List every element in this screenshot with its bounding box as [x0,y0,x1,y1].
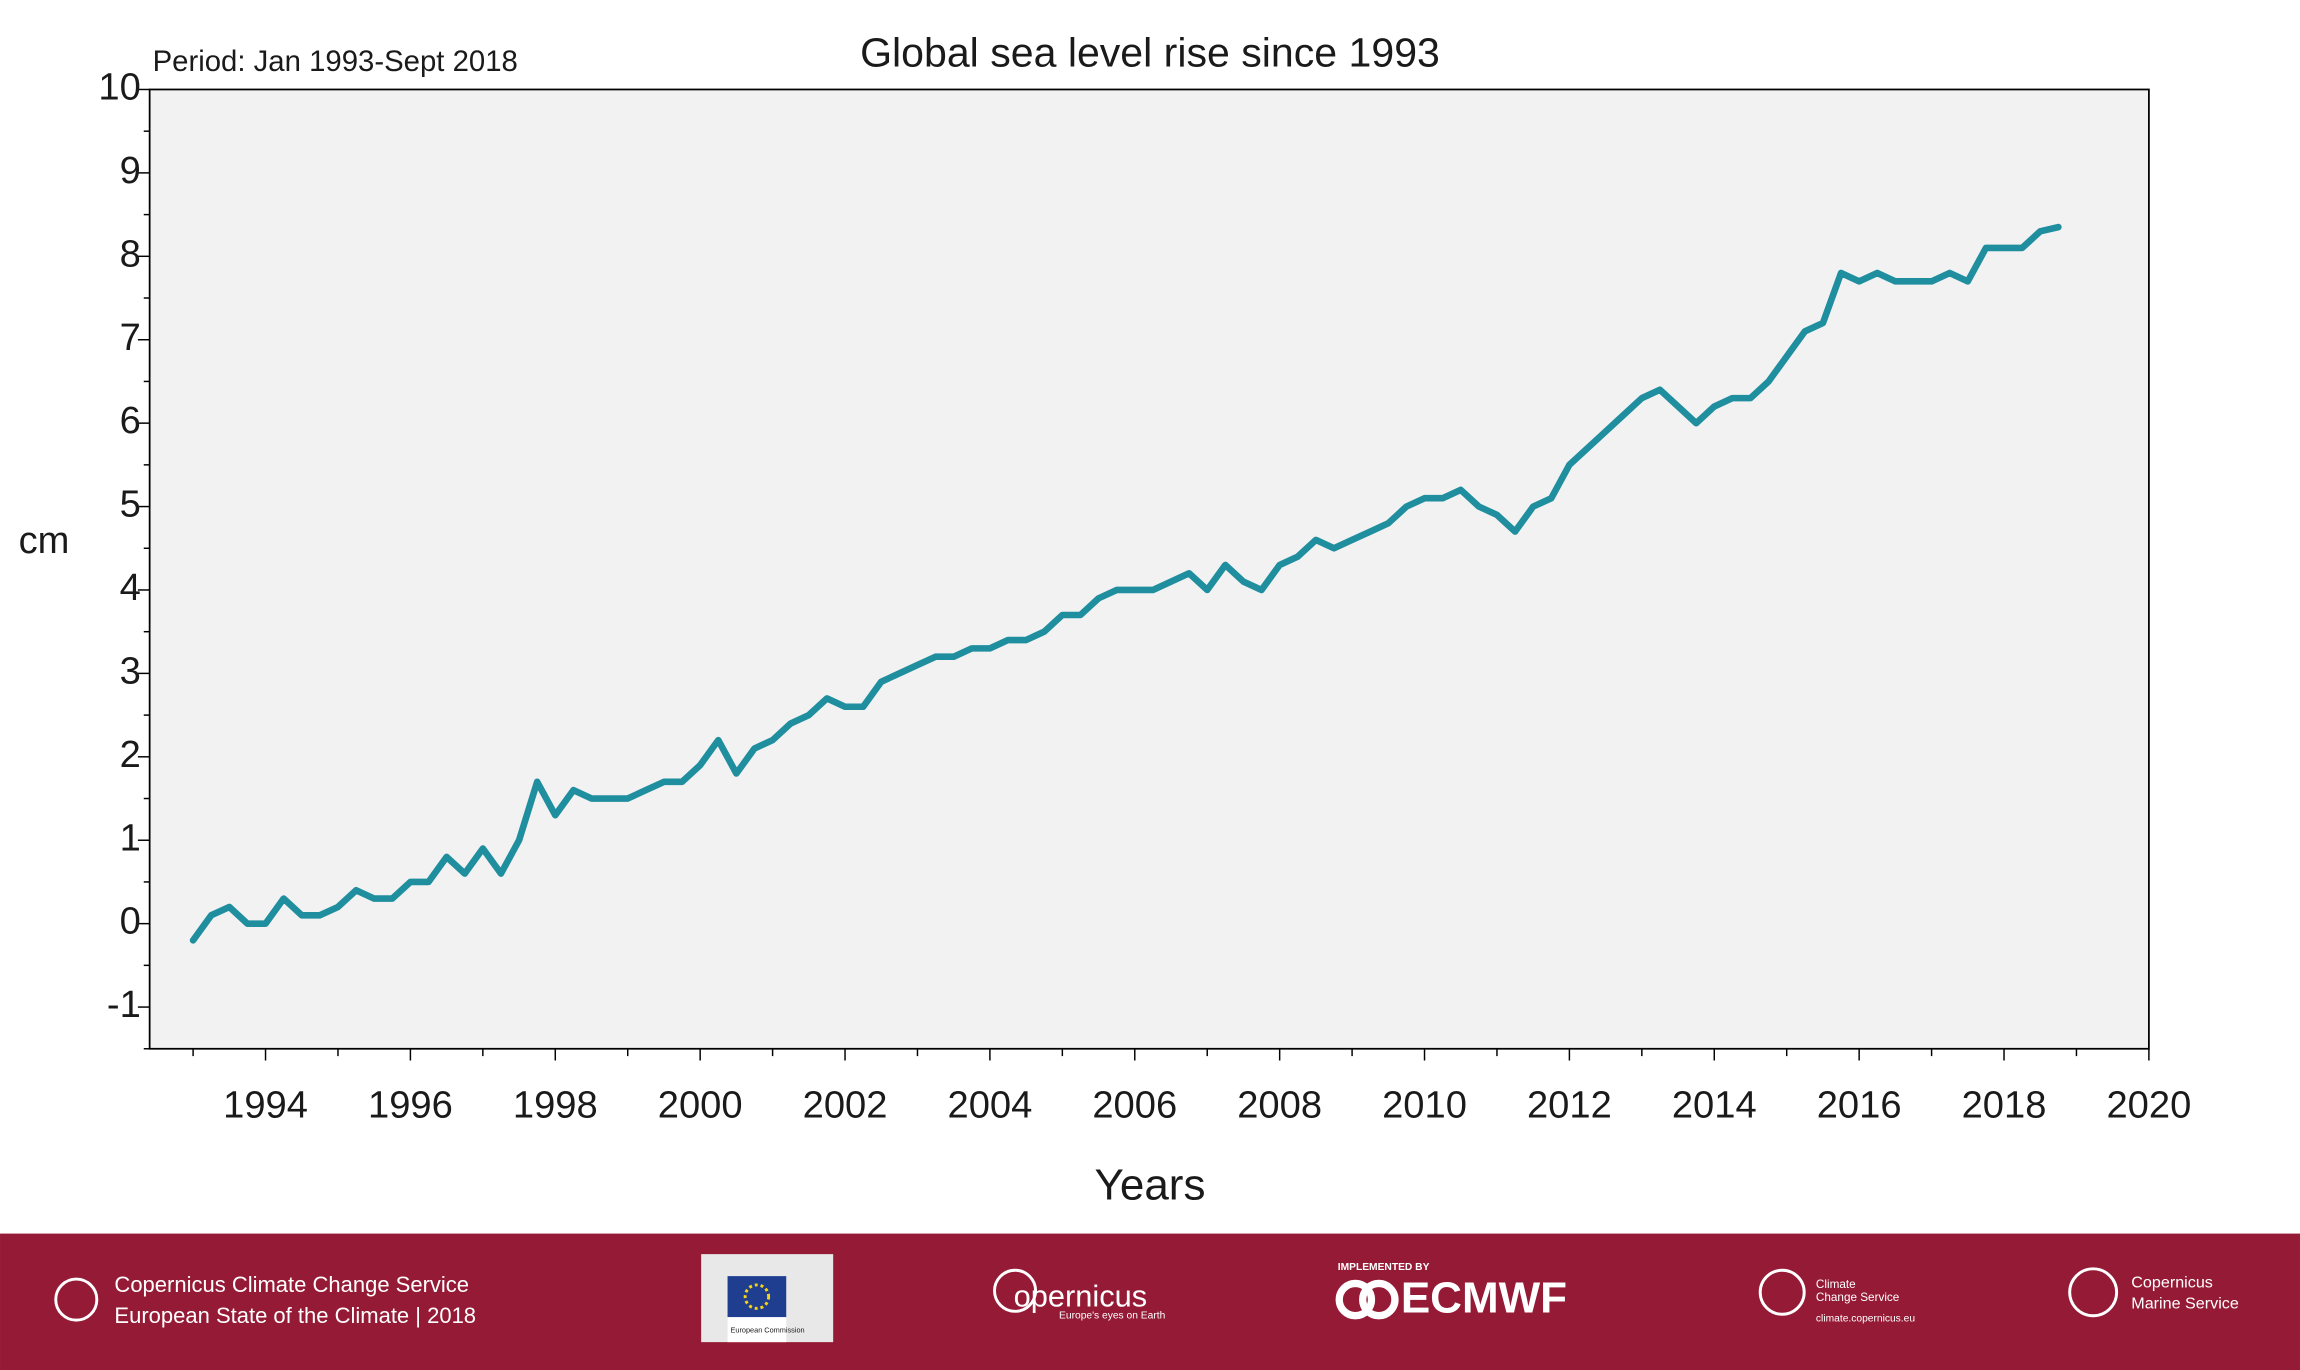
marine-name: Marine Service [2131,1294,2239,1312]
marine-icon [2068,1267,2119,1318]
footer-band [0,1233,2300,1370]
x-tick-label: 2014 [1672,1084,1757,1127]
x-tick-label: 1998 [513,1084,598,1127]
c3s-icon [54,1277,99,1322]
marine-name: Copernicus [2131,1274,2213,1292]
x-tick-label: 2002 [803,1084,888,1127]
x-tick-label: 2006 [1092,1084,1177,1127]
y-tick-label: 5 [120,483,141,526]
plot-background [148,88,2150,1050]
c3s-small-icon [1758,1268,1806,1316]
copernicus-ring [993,1268,1038,1313]
implemented-by: IMPLEMENTED BY [1338,1262,1430,1273]
y-tick-label: 9 [120,149,141,192]
eu-flag [727,1276,787,1318]
y-tick-label: 10 [98,66,140,109]
footer: Copernicus Climate Change Service Europe… [0,1233,2300,1370]
y-tick-label: 8 [120,232,141,275]
copernicus-logo: opernicus [1014,1278,1148,1313]
chart-subtitle: Period: Jan 1993-Sept 2018 [153,45,518,78]
y-axis-label: cm [19,519,70,562]
x-tick-label: 1996 [368,1084,453,1127]
y-tick-label: 4 [120,566,141,609]
ecmwf-icon [1359,1279,1399,1320]
footer-report: European State of the Climate | 2018 [114,1303,476,1328]
ecmwf-icon [1335,1279,1376,1320]
data-line [189,223,2062,944]
plot-area: -1 0 1 2 3 4 5 6 7 8 9 10 1994 1996 1998 2000 2002 2004 20… [98,66,2191,1127]
x-tick-label: 2012 [1527,1084,1612,1127]
x-axis-label: Years [1095,1161,1206,1210]
ecmwf-logo: ECMWF [1401,1274,1567,1323]
x-tick-label: 2004 [947,1084,1032,1127]
x-tick-label: 2020 [2106,1084,2191,1127]
x-tick-label: 2018 [1962,1084,2047,1127]
ec-label: European Commission [730,1325,804,1334]
y-tick-label: 1 [120,816,141,859]
chart-title: Global sea level rise since 1993 [860,30,1440,76]
y-tick-label: -1 [107,983,141,1026]
eu-stars [743,1283,771,1310]
footer-service: Copernicus Climate Change Service [114,1272,469,1297]
y-tick-label: 3 [120,649,141,692]
c3s-small: Climate [1816,1278,1856,1291]
x-tick-label: 2008 [1237,1084,1322,1127]
c3s-url: climate.copernicus.eu [1816,1313,1915,1324]
copernicus-tagline: Europe's eyes on Earth [1059,1310,1166,1321]
x-tick-label: 2016 [1817,1084,1902,1127]
y-tick-label: 7 [120,316,141,359]
x-tick-label: 2010 [1382,1084,1467,1127]
ec-label-box [727,1317,787,1343]
y-tick-label: 0 [120,900,141,943]
x-tick-label: 2000 [658,1084,743,1127]
x-tick-label: 1994 [223,1084,308,1127]
y-tick-label: 6 [120,399,141,442]
y-tick-label: 2 [120,733,141,776]
c3s-small: Change Service [1816,1291,1899,1304]
